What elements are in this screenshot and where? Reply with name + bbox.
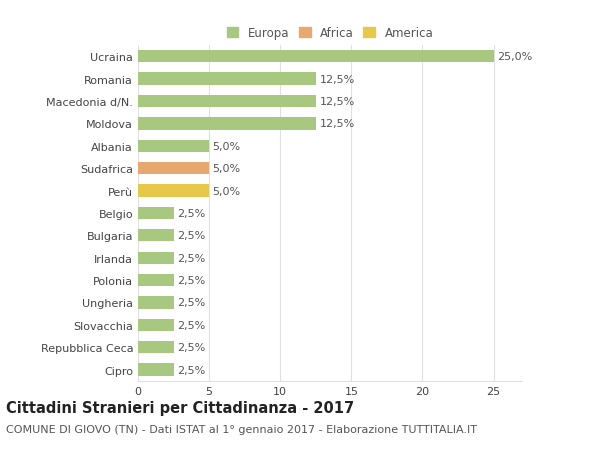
Text: 2,5%: 2,5% bbox=[177, 208, 205, 218]
Legend: Europa, Africa, America: Europa, Africa, America bbox=[224, 25, 436, 43]
Bar bbox=[138, 230, 173, 242]
Text: 2,5%: 2,5% bbox=[177, 365, 205, 375]
Text: 2,5%: 2,5% bbox=[177, 320, 205, 330]
Bar bbox=[138, 341, 173, 353]
Bar bbox=[138, 207, 173, 219]
Bar bbox=[138, 364, 173, 376]
Text: 5,0%: 5,0% bbox=[212, 141, 241, 151]
Bar bbox=[138, 274, 173, 286]
Text: 2,5%: 2,5% bbox=[177, 298, 205, 308]
Bar bbox=[138, 95, 316, 108]
Text: 12,5%: 12,5% bbox=[319, 97, 355, 107]
Text: 2,5%: 2,5% bbox=[177, 231, 205, 241]
Text: 2,5%: 2,5% bbox=[177, 342, 205, 353]
Text: 12,5%: 12,5% bbox=[319, 74, 355, 84]
Bar bbox=[138, 118, 316, 130]
Bar bbox=[138, 51, 494, 63]
Text: 2,5%: 2,5% bbox=[177, 275, 205, 285]
Bar bbox=[138, 185, 209, 197]
Text: 2,5%: 2,5% bbox=[177, 253, 205, 263]
Text: 5,0%: 5,0% bbox=[212, 186, 241, 196]
Bar bbox=[138, 319, 173, 331]
Bar bbox=[138, 297, 173, 309]
Text: COMUNE DI GIOVO (TN) - Dati ISTAT al 1° gennaio 2017 - Elaborazione TUTTITALIA.I: COMUNE DI GIOVO (TN) - Dati ISTAT al 1° … bbox=[6, 424, 477, 434]
Text: 5,0%: 5,0% bbox=[212, 164, 241, 174]
Text: 12,5%: 12,5% bbox=[319, 119, 355, 129]
Bar bbox=[138, 73, 316, 85]
Bar bbox=[138, 162, 209, 175]
Bar bbox=[138, 140, 209, 152]
Text: Cittadini Stranieri per Cittadinanza - 2017: Cittadini Stranieri per Cittadinanza - 2… bbox=[6, 400, 354, 415]
Bar bbox=[138, 252, 173, 264]
Text: 25,0%: 25,0% bbox=[497, 52, 532, 62]
